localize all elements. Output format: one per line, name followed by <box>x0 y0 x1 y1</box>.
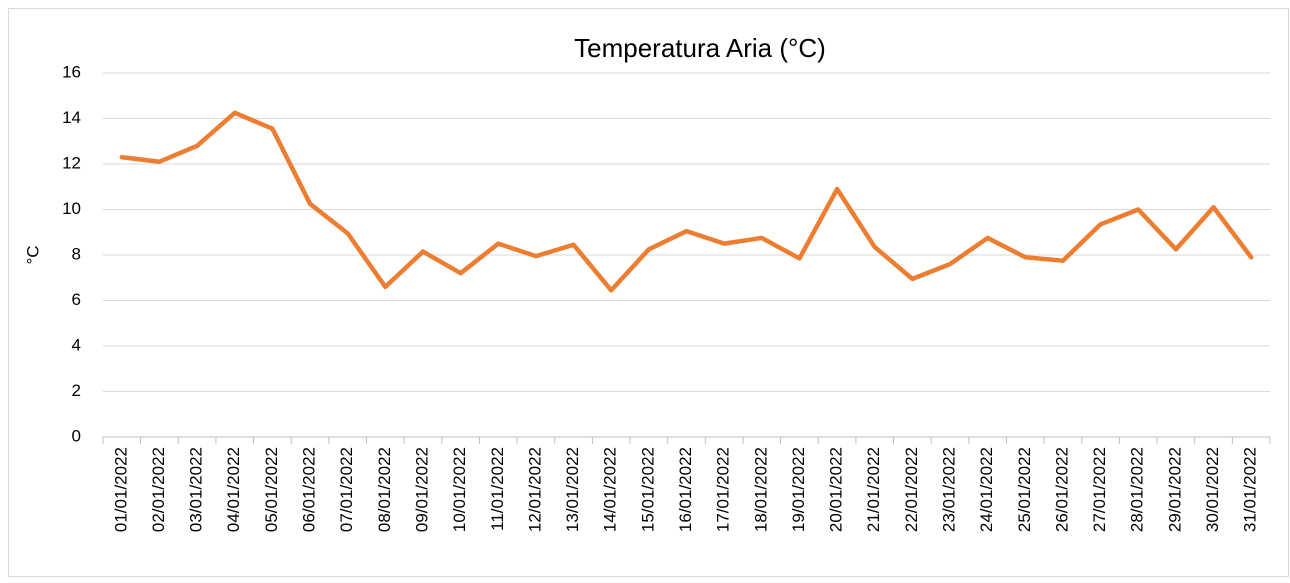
y-tick-label: 10 <box>62 199 81 218</box>
x-tick-label: 13/01/2022 <box>563 447 582 532</box>
y-tick-label: 0 <box>72 426 81 445</box>
chart-border <box>8 8 1289 577</box>
x-tick-label: 08/01/2022 <box>375 447 394 532</box>
y-tick-label: 6 <box>72 290 81 309</box>
x-tick-label: 02/01/2022 <box>149 447 168 532</box>
x-tick-label: 01/01/2022 <box>111 447 130 532</box>
x-tick-label: 25/01/2022 <box>1015 447 1034 532</box>
x-tick-label: 16/01/2022 <box>676 447 695 532</box>
y-tick-label: 2 <box>72 381 81 400</box>
y-axis-label: °C <box>23 245 42 264</box>
y-tick-label: 4 <box>72 335 81 354</box>
x-tick-label: 10/01/2022 <box>450 447 469 532</box>
x-tick-label: 24/01/2022 <box>977 447 996 532</box>
x-tick-label: 29/01/2022 <box>1165 447 1184 532</box>
x-tick-label: 26/01/2022 <box>1052 447 1071 532</box>
x-tick-label: 19/01/2022 <box>789 447 808 532</box>
x-tick-label: 12/01/2022 <box>525 447 544 532</box>
x-tick-label: 27/01/2022 <box>1090 447 1109 532</box>
chart-title: Temperatura Aria (°C) <box>574 33 826 63</box>
x-tick-label: 11/01/2022 <box>488 447 507 531</box>
x-tick-label: 07/01/2022 <box>337 447 356 532</box>
x-tick-label: 18/01/2022 <box>751 447 770 532</box>
y-tick-label: 16 <box>62 62 81 81</box>
line-series <box>119 110 1254 293</box>
x-tick-label: 20/01/2022 <box>827 447 846 532</box>
x-tick-label: 22/01/2022 <box>902 447 921 532</box>
x-tick-label: 31/01/2022 <box>1241 447 1260 532</box>
x-tick-label: 15/01/2022 <box>638 447 657 532</box>
x-tick-label: 09/01/2022 <box>412 447 431 532</box>
x-tick-label: 30/01/2022 <box>1203 447 1222 532</box>
x-tick-label: 05/01/2022 <box>262 447 281 532</box>
x-tick-label: 14/01/2022 <box>601 447 620 532</box>
x-tick-label: 23/01/2022 <box>940 447 959 532</box>
x-tick-label: 06/01/2022 <box>300 447 319 532</box>
x-tick-label: 03/01/2022 <box>187 447 206 532</box>
y-tick-label: 12 <box>62 153 81 172</box>
x-tick-label: 21/01/2022 <box>864 447 883 532</box>
y-tick-label: 14 <box>62 108 81 127</box>
x-tick-label: 17/01/2022 <box>714 447 733 532</box>
y-tick-label: 8 <box>72 244 81 263</box>
x-tick-label: 28/01/2022 <box>1128 447 1147 532</box>
x-tick-label: 04/01/2022 <box>224 447 243 532</box>
